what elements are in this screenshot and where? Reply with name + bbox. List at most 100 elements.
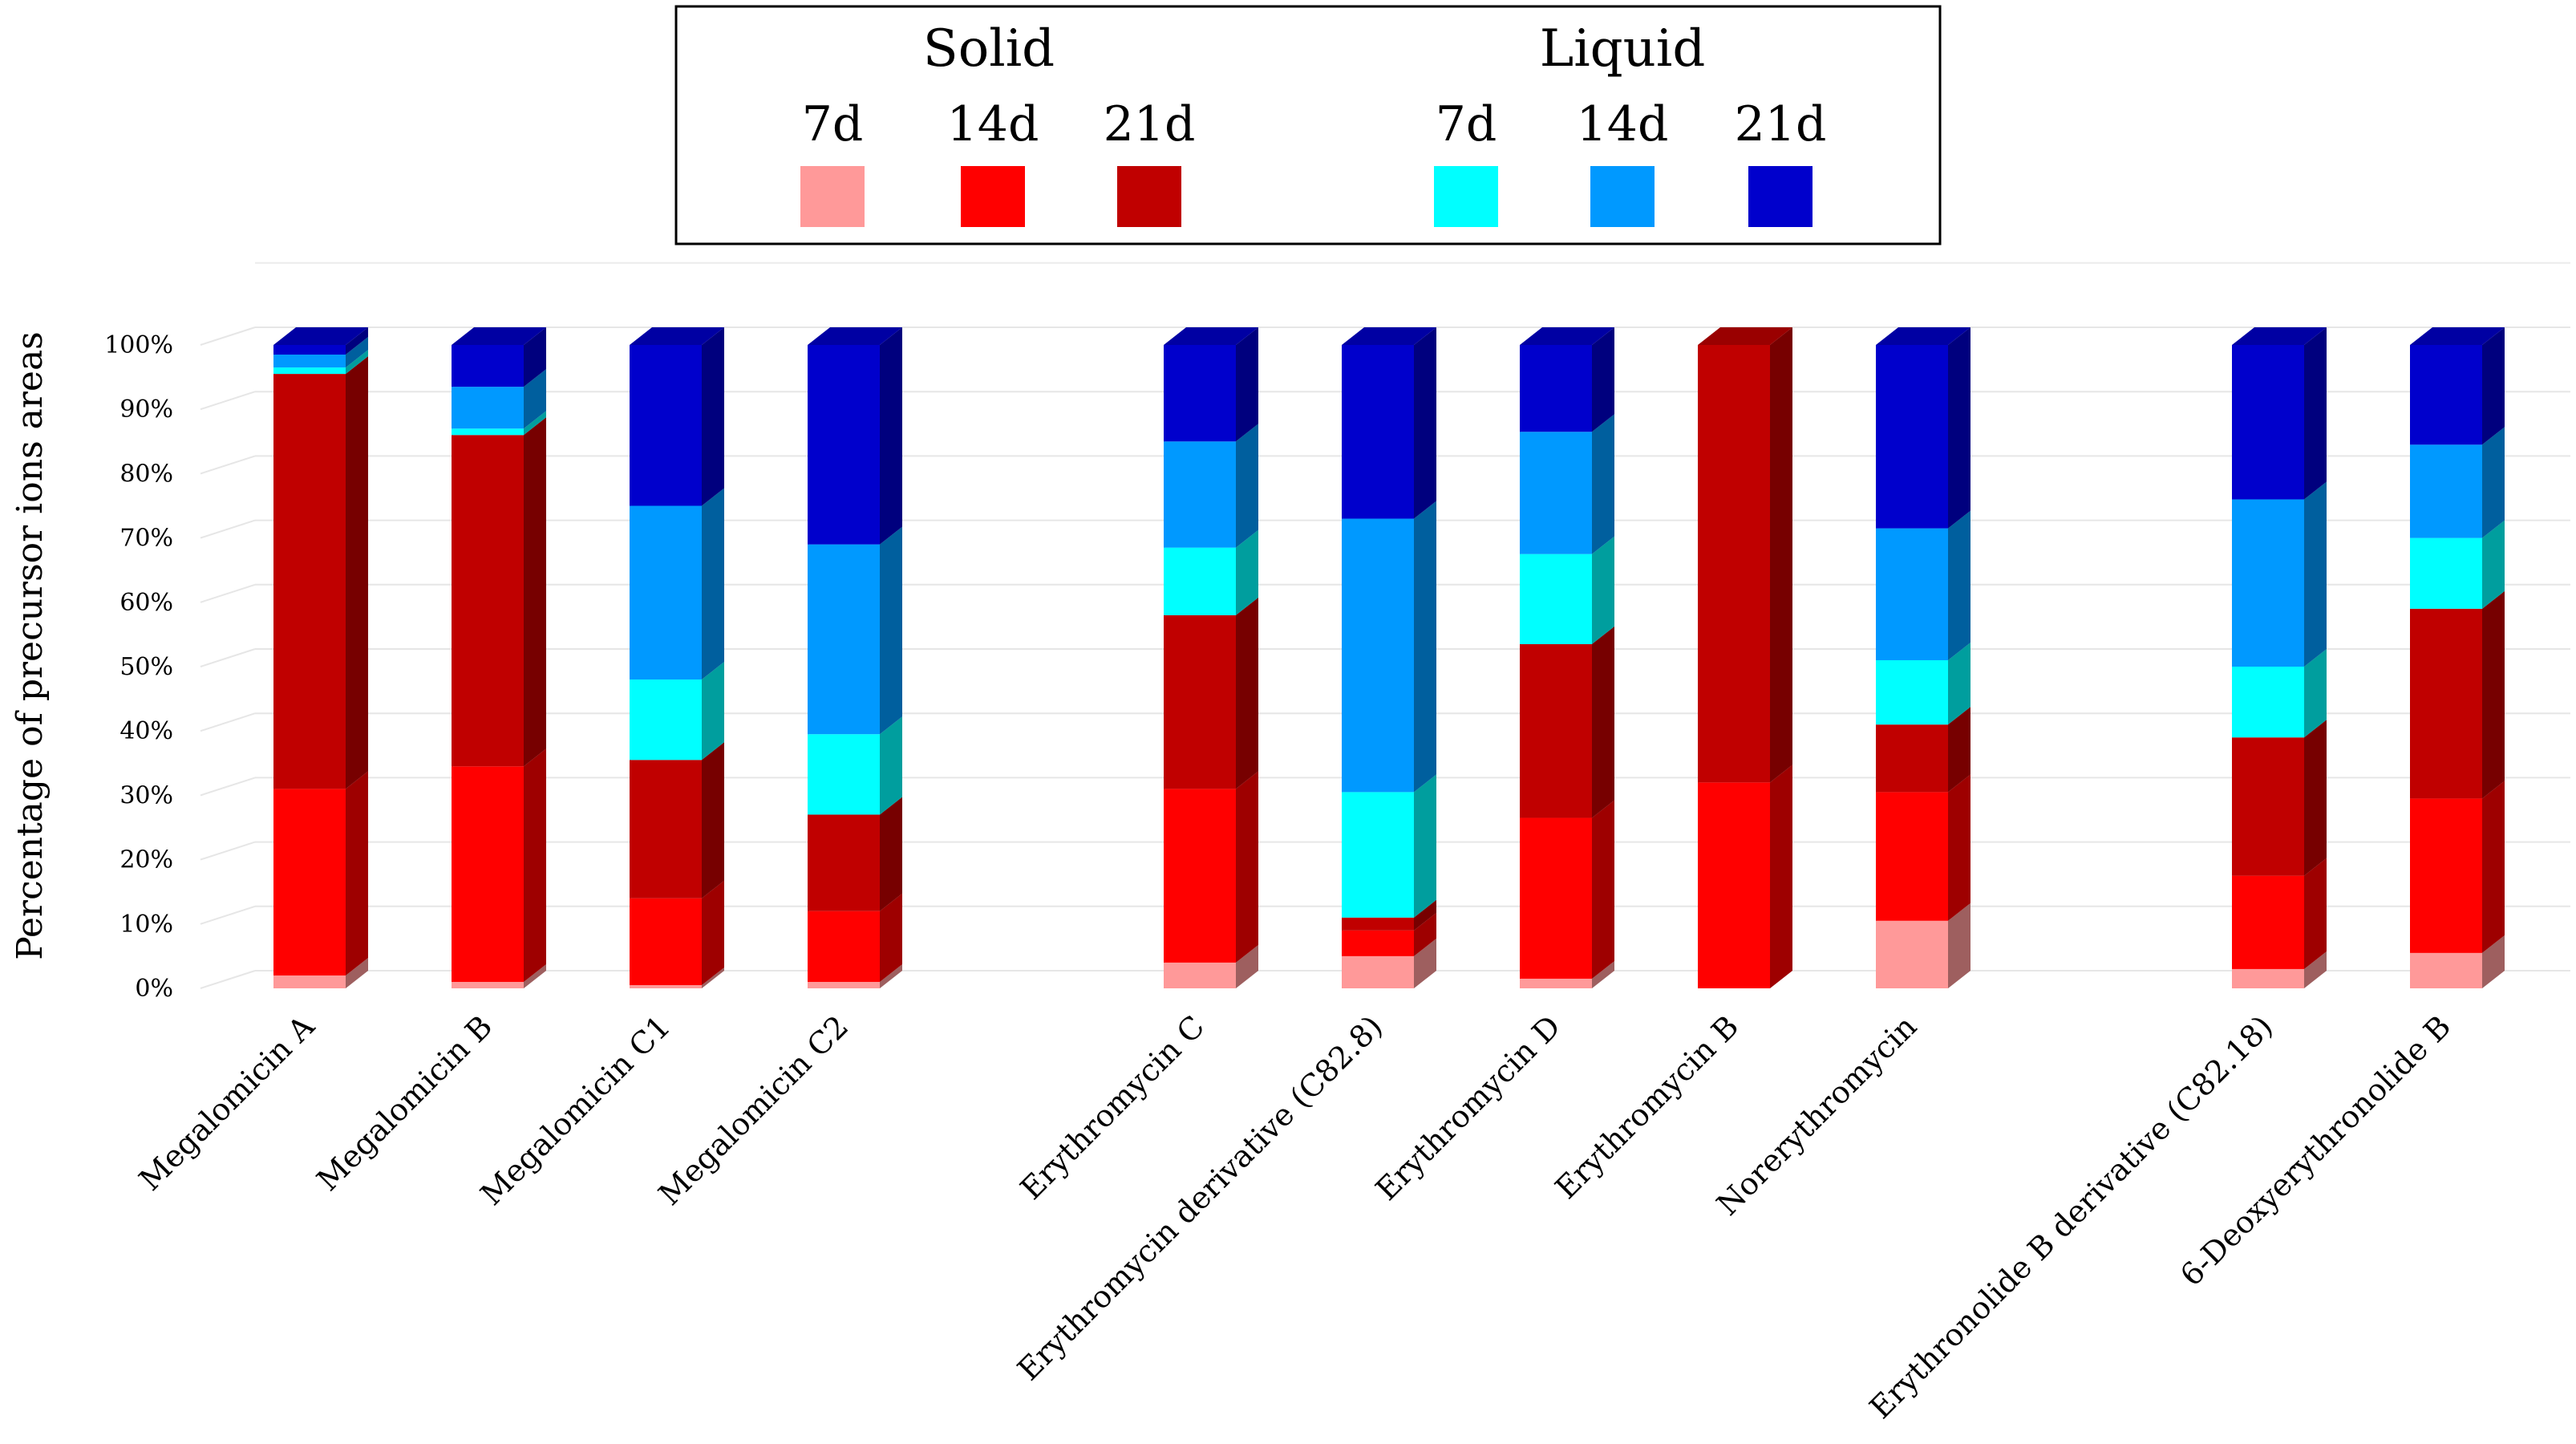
bar-segment-side bbox=[2482, 781, 2505, 953]
bar-segment-side bbox=[1948, 327, 1970, 529]
bar-segment bbox=[2410, 345, 2482, 445]
bar-segment-side bbox=[1236, 327, 1258, 442]
bar-segment bbox=[1876, 659, 1948, 725]
x-category-label: Erythronolide B derivative (C82.18) bbox=[1863, 1008, 2280, 1426]
x-category-label: Erythromycin derivative (C82.8) bbox=[1011, 1008, 1389, 1387]
grid-line-diag bbox=[200, 777, 256, 797]
bar-segment-side bbox=[1770, 327, 1792, 783]
y-axis: 0% 10% 20% 30% 40% 50% 60% 70% 80% 90% 100% bbox=[104, 331, 173, 1003]
legend-swatch bbox=[1748, 166, 1813, 227]
x-category-label: Megalomicin B bbox=[310, 1008, 500, 1198]
bar-segment bbox=[808, 544, 880, 735]
bar-segment-side bbox=[1948, 707, 1970, 793]
bar-segment-side bbox=[880, 963, 902, 988]
bar-segment-side bbox=[880, 893, 902, 982]
legend-swatch bbox=[800, 166, 865, 227]
bar-segment bbox=[1164, 345, 1236, 442]
bar-top bbox=[1164, 327, 1258, 345]
y-tick-label: 100% bbox=[104, 331, 173, 359]
bar-segment-side bbox=[702, 742, 724, 898]
grid-line-diag bbox=[200, 841, 256, 861]
bar-segment bbox=[452, 766, 524, 982]
bar-segment-side bbox=[880, 327, 902, 545]
bar-segment-side bbox=[2482, 327, 2505, 445]
bar-segment-side bbox=[524, 411, 546, 436]
bar-segment bbox=[2232, 345, 2304, 500]
bar-segment bbox=[273, 367, 346, 375]
bar-segment-side bbox=[1236, 771, 1258, 963]
x-category-label: Megalomicin C2 bbox=[652, 1008, 856, 1212]
bar-stack bbox=[273, 327, 368, 988]
y-tick-label: 30% bbox=[119, 781, 173, 809]
bar-segment-side bbox=[2482, 427, 2505, 538]
bar-segment bbox=[1342, 955, 1414, 988]
bar-segment bbox=[808, 345, 880, 545]
bar-stack bbox=[630, 327, 724, 988]
bar-segment-side bbox=[1236, 944, 1258, 988]
bar-segment bbox=[1520, 432, 1592, 554]
bar-segment-side bbox=[1948, 510, 1970, 660]
bar-segment bbox=[808, 981, 880, 988]
bar-segment bbox=[1520, 554, 1592, 644]
bar-top bbox=[630, 327, 724, 345]
legend-item-label: 7d bbox=[802, 96, 864, 152]
x-category-label: Megalomicin A bbox=[132, 1008, 322, 1198]
bar-segment bbox=[1520, 978, 1592, 988]
bar-segment-side bbox=[524, 748, 546, 982]
bar-segment-side bbox=[2304, 481, 2327, 667]
bar-segment bbox=[1698, 782, 1770, 988]
bar-segment bbox=[452, 435, 524, 767]
bar-segment-side bbox=[1592, 800, 1614, 979]
bar-segment bbox=[1520, 817, 1592, 979]
bar-segment-side bbox=[346, 771, 368, 976]
bar-segment-side bbox=[524, 369, 546, 429]
bar-stack bbox=[2410, 327, 2505, 988]
grid-line-diag bbox=[200, 905, 256, 925]
grid-line-diag bbox=[200, 970, 256, 989]
bar-segment bbox=[1342, 917, 1414, 931]
bar-segment bbox=[2232, 667, 2304, 738]
bar-stack bbox=[2232, 327, 2327, 988]
bar-segment-side bbox=[346, 957, 368, 988]
x-category-label: Erythromycin C bbox=[1014, 1008, 1212, 1207]
bar-segment-side bbox=[702, 880, 724, 985]
bar-segment bbox=[1698, 345, 1770, 783]
bar-segment-side bbox=[1592, 536, 1614, 644]
bar-segment-side bbox=[1592, 626, 1614, 818]
bar-segment bbox=[273, 789, 346, 976]
bar-segment bbox=[808, 911, 880, 982]
legend-swatch bbox=[1590, 166, 1655, 227]
bar-segment-side bbox=[1414, 912, 1436, 956]
bar-segment-side bbox=[1414, 501, 1436, 793]
bar-stack bbox=[1520, 327, 1614, 988]
x-category-label: Erythromycin D bbox=[1369, 1008, 1568, 1207]
bar-segment-side bbox=[702, 327, 724, 506]
bar-segment bbox=[1342, 930, 1414, 956]
bar-segment bbox=[273, 374, 346, 789]
bar-segment-side bbox=[2482, 935, 2505, 988]
bar-segment bbox=[452, 428, 524, 436]
bar-segment bbox=[2410, 952, 2482, 988]
bar-segment bbox=[808, 734, 880, 815]
grid-line-diag bbox=[200, 712, 256, 732]
grid-line-diag bbox=[200, 327, 256, 346]
bar-segment-side bbox=[1236, 597, 1258, 789]
bar-stack bbox=[1876, 327, 1970, 988]
x-category-label: Megalomicin C1 bbox=[474, 1008, 678, 1212]
bar-top bbox=[273, 327, 368, 345]
legend-swatch bbox=[1117, 166, 1181, 227]
bar-segment bbox=[273, 975, 346, 988]
bar-top bbox=[2232, 327, 2327, 345]
y-tick-label: 20% bbox=[119, 846, 173, 874]
bar-segment bbox=[1342, 792, 1414, 918]
bar-top bbox=[452, 327, 546, 345]
y-tick-label: 90% bbox=[119, 395, 173, 424]
bar-segment bbox=[630, 898, 702, 985]
bar-segment bbox=[1342, 518, 1414, 793]
grid-line-diag bbox=[200, 648, 256, 667]
bar-segment bbox=[808, 814, 880, 911]
bar-segment-side bbox=[880, 716, 902, 815]
bar-segment-side bbox=[1592, 327, 1614, 432]
bar-segment bbox=[1164, 615, 1236, 789]
